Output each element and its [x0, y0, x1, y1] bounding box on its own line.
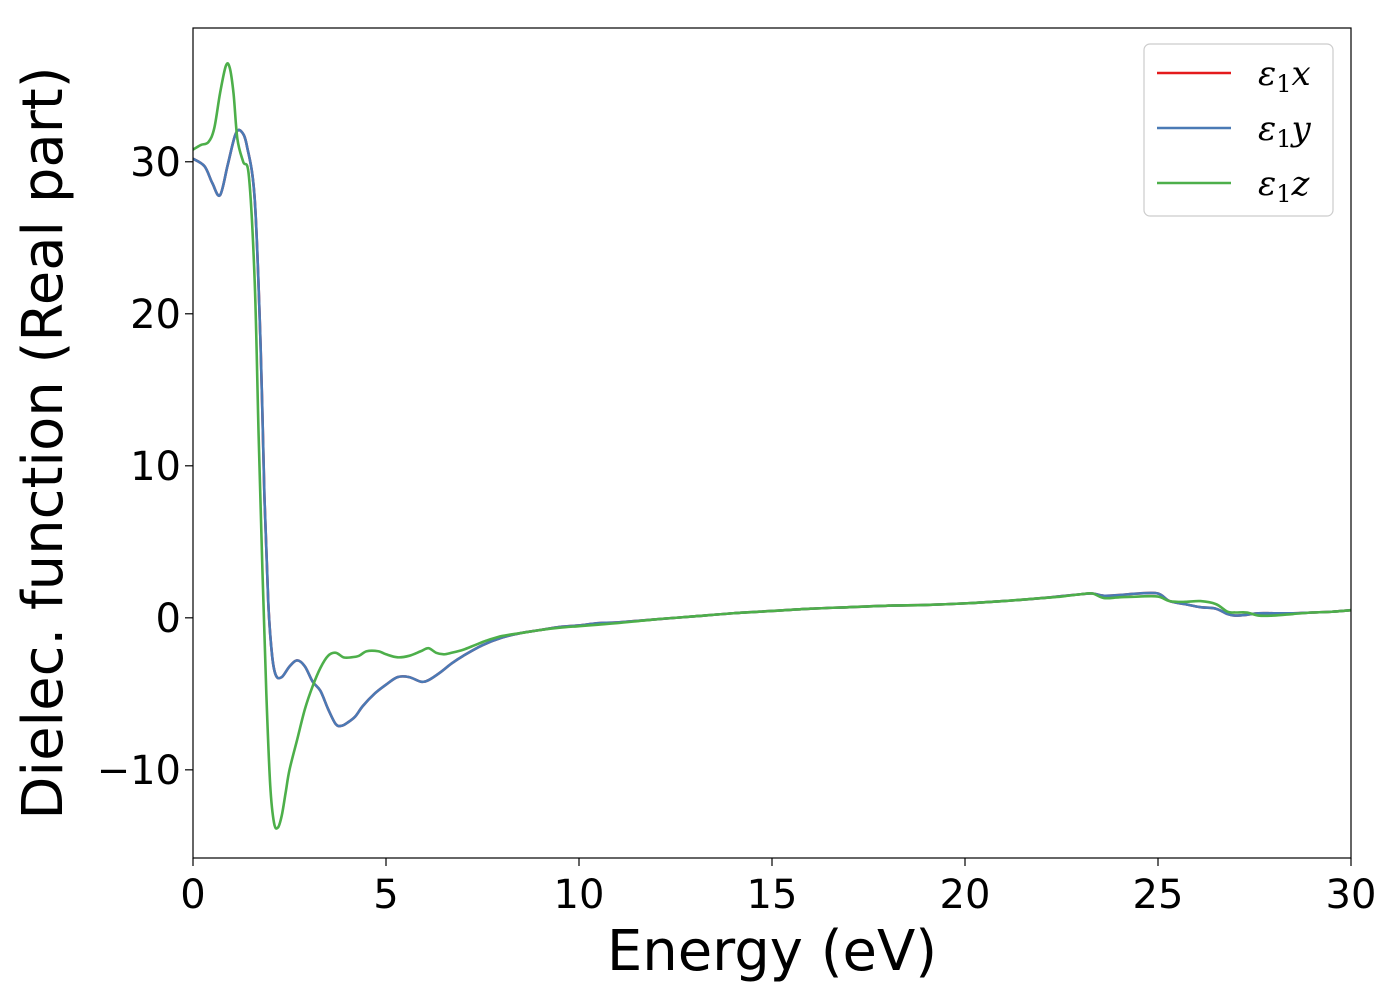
x-tick-label: 25: [1133, 872, 1184, 918]
legend-entry-y: ε1y: [1258, 109, 1312, 153]
x-tick-label: 20: [940, 872, 991, 918]
y-tick-label: 30: [130, 140, 181, 186]
legend-symbol: ε: [1258, 54, 1276, 94]
legend-entry-z: ε1z: [1258, 164, 1311, 208]
x-tick-label: 5: [373, 872, 398, 918]
legend-entry-x: ε1x: [1258, 54, 1311, 98]
legend-subscript: 1: [1276, 180, 1291, 208]
y-tick-label: 0: [156, 596, 181, 642]
legend-variable: x: [1292, 54, 1311, 94]
series-line-y: [193, 128, 1351, 728]
x-axis: 0 5 10 15 20 25 30: [180, 858, 1376, 918]
legend-variable: z: [1291, 164, 1311, 204]
y-tick-label: 20: [130, 292, 181, 338]
x-tick-label: 10: [554, 872, 605, 918]
legend-symbol: ε: [1258, 164, 1276, 204]
series-line-x: [193, 128, 1351, 728]
legend-subscript: 1: [1276, 70, 1291, 98]
y-tick-label: −10: [97, 748, 181, 794]
legend-subscript: 1: [1276, 125, 1291, 153]
x-axis-label: Energy (eV): [607, 919, 937, 984]
legend-box: [1143, 43, 1334, 217]
y-axis: −10 0 10 20 30: [97, 140, 193, 794]
legend-symbol: ε: [1258, 109, 1276, 149]
legend-variable: y: [1290, 109, 1312, 149]
x-tick-label: 0: [180, 872, 205, 918]
y-axis-label: Dielec. function (Real part): [11, 66, 76, 819]
x-tick-label: 15: [747, 872, 798, 918]
y-tick-label: 10: [130, 444, 181, 490]
x-tick-label: 30: [1326, 872, 1377, 918]
series-line-z: [193, 62, 1351, 830]
series-layer: [193, 62, 1351, 830]
